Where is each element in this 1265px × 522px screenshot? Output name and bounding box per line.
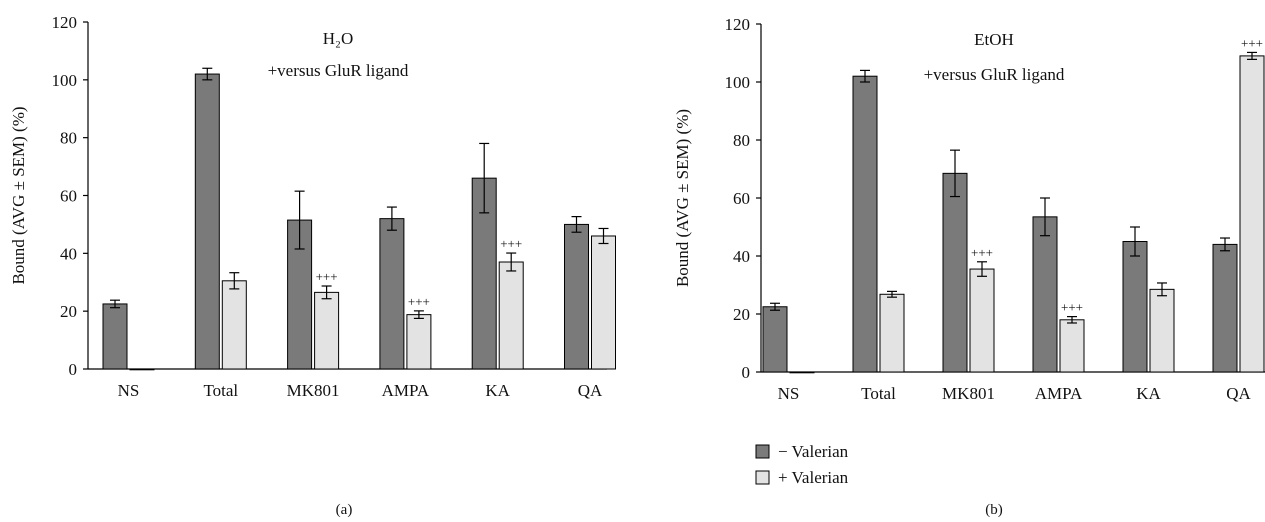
category-label: MK801 bbox=[942, 384, 995, 403]
bar bbox=[498, 261, 524, 370]
category-label: MK801 bbox=[287, 381, 340, 400]
bar bbox=[194, 73, 220, 370]
annotation-line-1: EtOH bbox=[974, 30, 1014, 49]
category-label: KA bbox=[1136, 384, 1161, 403]
significance-marker: +++ bbox=[1241, 35, 1263, 50]
category-label: Total bbox=[861, 384, 896, 403]
category-label: QA bbox=[1226, 384, 1251, 403]
significance-marker: +++ bbox=[500, 236, 522, 251]
legend-label-plus-valerian: + Valerian bbox=[778, 468, 849, 487]
panel-label: (b) bbox=[985, 502, 1003, 518]
panel-b: 0 20 40 60 80 100 120 Bound (AVG ± SEM) (%) EtOH… bbox=[673, 15, 1265, 518]
annotation-line-2: +versus GluR ligand bbox=[924, 65, 1065, 84]
bar bbox=[591, 235, 616, 370]
bar bbox=[129, 368, 155, 371]
annotation-line-2: +versus GluR ligand bbox=[268, 61, 409, 80]
panel-label: (a) bbox=[336, 502, 353, 518]
y-tick-label: 80 bbox=[733, 131, 750, 150]
annotation-line-1: H₂O bbox=[323, 29, 353, 48]
bar bbox=[789, 371, 815, 374]
bar bbox=[1212, 243, 1238, 373]
bar bbox=[1122, 241, 1148, 373]
significance-marker: +++ bbox=[1061, 300, 1083, 315]
bar bbox=[852, 75, 878, 373]
bar bbox=[942, 172, 968, 373]
y-tick-label: 100 bbox=[725, 73, 751, 92]
category-label: AMPA bbox=[1035, 384, 1083, 403]
significance-marker: +++ bbox=[316, 269, 338, 284]
bar bbox=[406, 314, 432, 370]
y-tick-label: 120 bbox=[52, 13, 78, 32]
y-tick-label: 20 bbox=[60, 302, 77, 321]
bar bbox=[969, 268, 995, 373]
y-tick-label: 120 bbox=[725, 15, 751, 34]
y-tick-label: 60 bbox=[60, 187, 77, 206]
category-label: NS bbox=[778, 384, 800, 403]
bar bbox=[221, 280, 247, 370]
bar bbox=[314, 291, 340, 370]
category-label: AMPA bbox=[382, 381, 430, 400]
y-tick-label: 20 bbox=[733, 305, 750, 324]
legend-label-minus-valerian: − Valerian bbox=[778, 442, 849, 461]
bar bbox=[1149, 288, 1175, 373]
y-axis-title: Bound (AVG ± SEM) (%) bbox=[9, 106, 28, 284]
y-tick-label: 0 bbox=[742, 363, 751, 382]
y-axis-title: Bound (AVG ± SEM) (%) bbox=[673, 109, 692, 287]
legend-swatch-minus-valerian bbox=[755, 444, 770, 459]
bar bbox=[1032, 216, 1058, 373]
category-label: NS bbox=[118, 381, 140, 400]
bar bbox=[1059, 319, 1085, 373]
y-tick-label: 40 bbox=[733, 247, 750, 266]
legend: − Valerian + Valerian bbox=[755, 442, 849, 487]
bar bbox=[1239, 55, 1265, 373]
bar bbox=[762, 306, 788, 373]
significance-marker: +++ bbox=[408, 294, 430, 309]
y-tick-label: 100 bbox=[52, 71, 78, 90]
category-label: KA bbox=[485, 381, 510, 400]
bar bbox=[102, 303, 128, 370]
y-tick-label: 80 bbox=[60, 129, 77, 148]
y-tick-label: 0 bbox=[69, 360, 78, 379]
category-label: Total bbox=[203, 381, 238, 400]
legend-swatch-plus-valerian bbox=[755, 470, 770, 485]
panel-a: 0 20 40 60 80 100 120 Bound (AVG ± SEM) (%) H₂O +… bbox=[9, 13, 616, 518]
significance-marker: +++ bbox=[971, 245, 993, 260]
bar bbox=[879, 293, 905, 373]
bar bbox=[564, 223, 589, 370]
category-label: QA bbox=[578, 381, 603, 400]
y-tick-label: 60 bbox=[733, 189, 750, 208]
y-tick-label: 40 bbox=[60, 244, 77, 263]
bar bbox=[379, 218, 405, 370]
